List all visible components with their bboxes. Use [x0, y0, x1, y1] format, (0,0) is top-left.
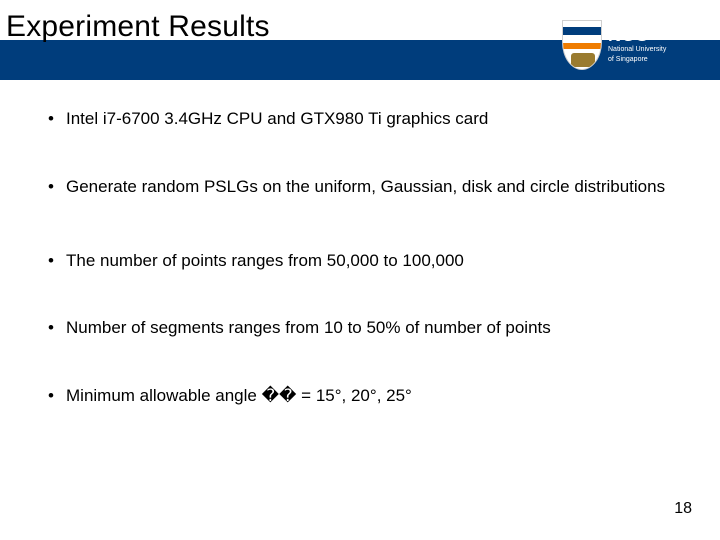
- crest-band-blue: [563, 27, 601, 35]
- nus-crest-icon: [562, 20, 602, 70]
- bullet-text: Intel i7-6700 3.4GHz CPU and GTX980 Ti g…: [66, 109, 488, 128]
- bullet-text: Minimum allowable angle �� = 15°, 20°, 2…: [66, 386, 412, 405]
- bullet-item: Number of segments ranges from 10 to 50%…: [40, 317, 680, 339]
- bullet-text: Number of segments ranges from 10 to 50%…: [66, 318, 551, 337]
- nus-logo: NUS National University of Singapore: [562, 16, 702, 74]
- nus-subline-2: of Singapore: [608, 56, 666, 64]
- bullet-text: The number of points ranges from 50,000 …: [66, 251, 464, 270]
- bullet-text: Generate random PSLGs on the uniform, Ga…: [66, 177, 665, 196]
- slide-title: Experiment Results: [6, 10, 270, 44]
- bullet-item: Intel i7-6700 3.4GHz CPU and GTX980 Ti g…: [40, 108, 680, 130]
- crest-band-orange: [563, 43, 601, 49]
- page-number: 18: [674, 500, 692, 518]
- bullet-item: Minimum allowable angle �� = 15°, 20°, 2…: [40, 385, 680, 407]
- nus-subline-1: National University: [608, 46, 666, 54]
- bullet-item: Generate random PSLGs on the uniform, Ga…: [40, 176, 680, 198]
- nus-logo-text: NUS National University of Singapore: [608, 26, 666, 63]
- slide: Experiment Results NUS National Universi…: [0, 0, 720, 540]
- content-area: Intel i7-6700 3.4GHz CPU and GTX980 Ti g…: [40, 108, 680, 407]
- nus-acronym: NUS: [608, 26, 666, 44]
- bullet-item: The number of points ranges from 50,000 …: [40, 250, 680, 272]
- crest-lion-icon: [571, 53, 595, 67]
- bullet-list: Intel i7-6700 3.4GHz CPU and GTX980 Ti g…: [40, 108, 680, 407]
- title-bar: Experiment Results NUS National Universi…: [0, 32, 720, 80]
